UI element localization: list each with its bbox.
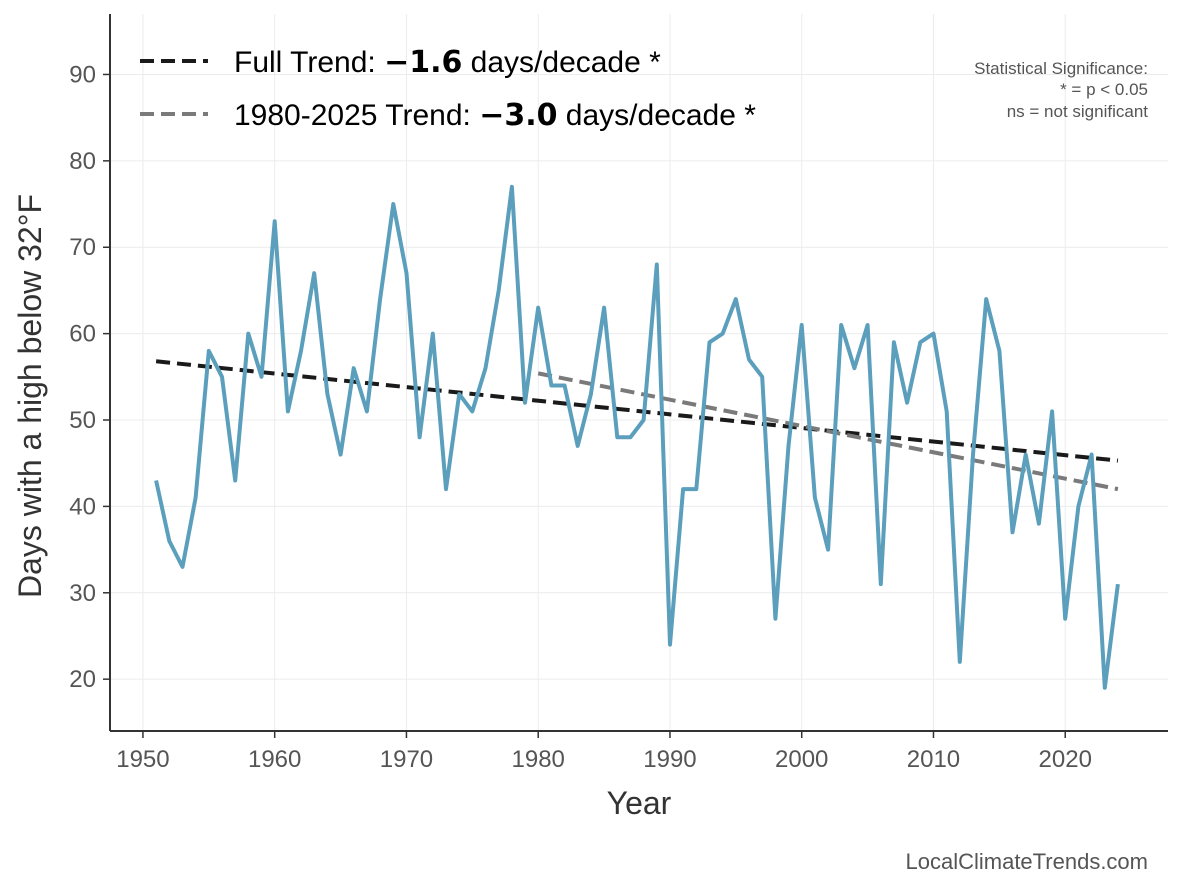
- legend-label-suffix: days/decade *: [462, 46, 661, 79]
- legend-label-suffix: days/decade *: [557, 99, 756, 132]
- y-tick-label: 80: [69, 148, 96, 175]
- series-lines: [154, 184, 1120, 690]
- y-tick-label: 20: [69, 666, 96, 693]
- legend-label-prefix: 1980-2025 Trend:: [234, 99, 479, 132]
- axes: [109, 14, 1168, 732]
- x-tick-label: 1960: [248, 746, 301, 773]
- legend-entry: Full Trend: −1.6 days/decade *: [234, 45, 661, 80]
- significance-line: Statistical Significance:: [974, 59, 1148, 78]
- x-tick-label: 1980: [512, 746, 565, 773]
- y-tick-label: 90: [69, 61, 96, 88]
- y-tick-label: 60: [69, 321, 96, 348]
- y-tick-label: 70: [69, 234, 96, 261]
- source-credit: LocalClimateTrends.com: [906, 849, 1149, 874]
- significance-line: ns = not significant: [1007, 102, 1149, 121]
- grid: [110, 14, 1168, 731]
- y-axis-title: Days with a high below 32°F: [12, 194, 48, 598]
- legend-entry: 1980-2025 Trend: −3.0 days/decade *: [234, 98, 756, 133]
- x-tick-label: 2010: [907, 746, 960, 773]
- significance-line: * = p < 0.05: [1060, 80, 1148, 99]
- legend-label-prefix: Full Trend:: [234, 46, 384, 79]
- x-tick-label: 1970: [380, 746, 433, 773]
- x-axis-title: Year: [607, 785, 672, 821]
- y-tick-label: 40: [69, 493, 96, 520]
- x-tick-label: 2020: [1039, 746, 1092, 773]
- x-tick-label: 2000: [775, 746, 828, 773]
- x-tick-label: 1950: [116, 746, 169, 773]
- legend-label-value: −3.0: [479, 98, 557, 133]
- x-ticks: 1950 1960 1970 1980 1990 2000 2010 2020: [116, 731, 1092, 773]
- series-line: [154, 184, 1120, 690]
- x-tick-label: 1990: [643, 746, 696, 773]
- legend: Full Trend: −1.6 days/decade *1980-2025 …: [140, 45, 756, 133]
- significance-note: Statistical Significance: * = p < 0.05 n…: [974, 59, 1148, 121]
- y-tick-label: 50: [69, 407, 96, 434]
- y-tick-label: 30: [69, 580, 96, 607]
- legend-label-value: −1.6: [384, 45, 462, 80]
- trend-line: [155, 359, 1119, 463]
- y-ticks: 20 30 40 50 60 70 80 90: [69, 61, 110, 693]
